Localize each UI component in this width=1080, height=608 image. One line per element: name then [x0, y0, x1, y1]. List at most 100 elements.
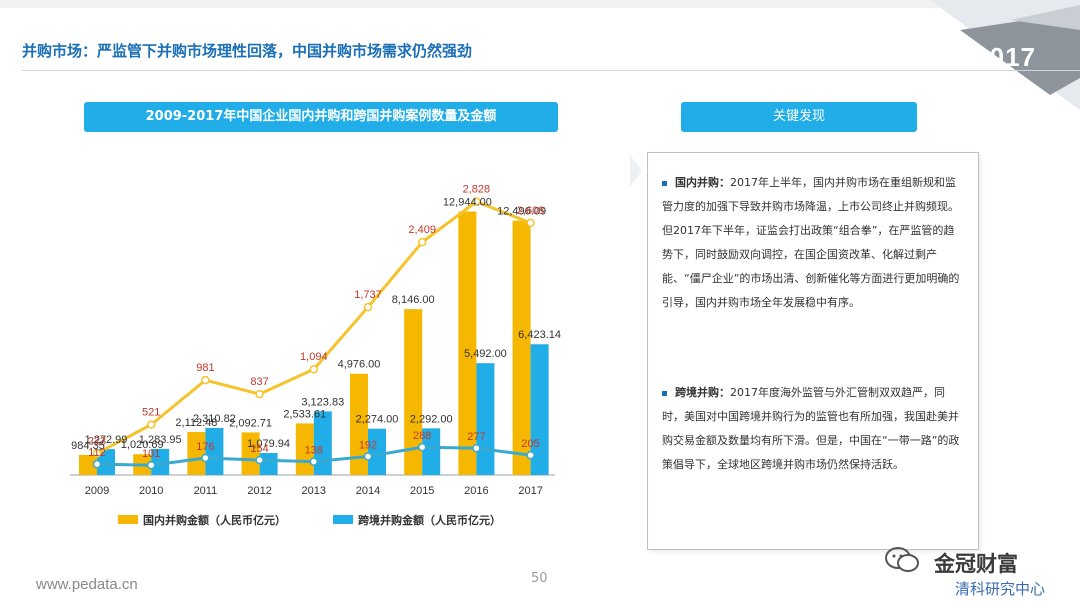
x-tick-label: 2012	[247, 485, 271, 497]
bar-domestic-2017	[512, 220, 531, 475]
data-label-crossborder-amount: 2,292.00	[410, 413, 453, 425]
domestic-count-point-2013	[309, 364, 319, 374]
watermark-name: 金冠财富	[934, 552, 1018, 576]
website-link[interactable]: www.pedata.cn	[36, 576, 138, 593]
data-label-crossborder-amount: 1,079.94	[247, 438, 290, 450]
crossborder-count-point-2017	[526, 450, 535, 460]
bar-crossborder-2012	[259, 453, 278, 475]
x-tick-label: 2011	[194, 485, 218, 497]
x-tick-label: 2016	[464, 485, 488, 497]
data-label-crossborder-count: 205	[521, 438, 539, 450]
data-label-crossborder-count: 101	[142, 448, 160, 460]
finding-label: 跨境并购：	[675, 386, 730, 399]
data-label-crossborder-amount: 2,310.82	[193, 413, 236, 425]
domestic-count-point-2015	[417, 237, 427, 247]
legend-label-domestic: 国内并购金额（人民币亿元）	[143, 513, 286, 527]
crossborder-count-point-2014	[363, 452, 373, 461]
x-tick-label: 2013	[302, 485, 326, 497]
data-label-domestic-amount: 4,976.00	[338, 359, 381, 371]
data-label-crossborder-amount: 6,423.14	[518, 329, 561, 341]
crossborder-count-point-2016	[472, 443, 481, 453]
slide-title: 并购市场：严监管下并购市场理性回落，中国并购市场需求仍然强劲	[22, 42, 473, 60]
crossborder-count-point-2013	[309, 457, 319, 466]
data-label-domestic-amount: 8,146.00	[392, 294, 435, 306]
bar-crossborder-2016	[476, 363, 495, 475]
data-label-domestic-count: 521	[142, 407, 160, 419]
bar-domestic-2016	[458, 211, 477, 476]
bar-crossborder-2015	[422, 428, 441, 475]
bar-domestic-2009	[79, 454, 97, 475]
data-label-crossborder-count: 288	[413, 430, 431, 442]
x-tick-label: 2010	[139, 485, 163, 497]
title-rule	[22, 70, 1080, 71]
data-label-domestic-count: 2,409	[408, 224, 436, 236]
finding-crossborder: 跨境并购：2017年度海外监管与外汇管制双双趋严，同时，美国对中国跨境并购行为的…	[662, 381, 962, 477]
bar-crossborder-2014	[368, 428, 386, 475]
x-tick-label: 2017	[518, 485, 542, 497]
data-label-domestic-count: 223	[88, 435, 106, 447]
domestic-count-point-2010	[146, 420, 156, 429]
data-label-domestic-count: 1,737	[354, 289, 382, 301]
bullet-icon	[662, 390, 667, 396]
data-label-domestic-count: 2,608	[517, 205, 545, 217]
data-label-domestic-count: 1,094	[300, 351, 328, 363]
chart-title: 2009-2017年中国企业国内并购和跨国并购案例数量及金额	[84, 102, 558, 132]
data-label-domestic-amount: 12,944.00	[443, 196, 492, 208]
bar-crossborder-2013	[313, 411, 332, 475]
bar-domestic-2012	[241, 432, 260, 475]
bar-crossborder-2010	[151, 448, 170, 475]
x-tick-label: 2015	[410, 485, 434, 497]
finding-text: 2017年上半年，国内并购市场在重组新规和监管力度的加强下导致并购市场降温，上市…	[662, 176, 960, 309]
ma-chart: 2009 2010 2011 2012 2013 2014 2015 2016 2017 984.…	[70, 184, 561, 527]
findings-pointer	[630, 155, 642, 187]
data-label-domestic-amount: 2,112.48	[175, 417, 217, 429]
x-tick-label: 2009	[85, 485, 109, 497]
data-label-domestic-amount: 12,496.09	[497, 206, 546, 218]
legend-swatch-crossborder	[333, 515, 353, 524]
crossborder-count-point-2011	[201, 453, 210, 463]
data-label-domestic-amount: 2,533.61	[283, 408, 326, 420]
finding-label: 国内并购：	[675, 176, 730, 189]
bar-crossborder-2011	[205, 427, 224, 475]
data-label-crossborder-count: 176	[196, 441, 214, 453]
domestic-count-point-2011	[201, 375, 210, 385]
bar-domestic-2014	[350, 373, 368, 475]
data-label-crossborder-count: 138	[305, 445, 323, 457]
data-label-crossborder-amount: 3,123.83	[301, 396, 344, 408]
corner-decoration	[930, 0, 1080, 110]
data-label-domestic-count: 837	[250, 376, 268, 388]
crossborder-count-point-2010	[146, 460, 156, 470]
bar-domestic-2015	[404, 309, 423, 475]
legend-swatch-domestic	[118, 515, 138, 524]
data-label-crossborder-count: 154	[250, 443, 268, 455]
domestic-count-point-2009	[92, 449, 102, 458]
data-label-domestic-count: 981	[196, 362, 214, 374]
top-band	[0, 0, 1080, 8]
data-label-domestic-amount: 1,020.69	[121, 439, 164, 451]
finding-text: 2017年度海外监管与外汇管制双双趋严，同时，美国对中国跨境并购行为的监管也有所…	[662, 386, 960, 471]
data-label-crossborder-count: 112	[88, 447, 106, 459]
data-label-crossborder-count: 192	[359, 439, 377, 451]
bullet-icon	[662, 180, 667, 186]
findings-panel: 国内并购：2017年上半年，国内并购市场在重组新规和监管力度的加强下导致并购市场…	[647, 152, 979, 550]
domestic-count-point-2014	[363, 302, 373, 312]
data-label-domestic-count: 2,828	[463, 184, 491, 196]
findings-header: 关键发现	[681, 102, 917, 132]
legend-label-crossborder: 跨境并购金额（人民币亿元）	[358, 513, 501, 527]
data-label-crossborder-amount: 5,492.00	[464, 348, 507, 360]
watermark-sub: 清科研究中心	[955, 580, 1046, 598]
domestic-count-point-2016	[472, 197, 481, 206]
crossborder-count-point-2012	[255, 455, 264, 465]
finding-domestic: 国内并购：2017年上半年，国内并购市场在重组新规和监管力度的加强下导致并购市场…	[662, 171, 962, 315]
year-tag: 2017	[974, 42, 1036, 72]
page-number: 50	[531, 571, 548, 586]
bar-domestic-2011	[187, 431, 206, 475]
x-tick-label: 2014	[356, 485, 380, 497]
data-label-crossborder-count: 277	[467, 431, 485, 443]
wechat-icon	[885, 547, 919, 572]
bar-crossborder-2017	[530, 344, 549, 475]
data-label-crossborder-amount: 1,283.95	[139, 434, 182, 446]
domestic-count-point-2017	[526, 218, 535, 228]
data-label-crossborder-amount: 2,274.00	[356, 414, 399, 426]
data-label-crossborder-amount: 1,272.99	[85, 434, 128, 446]
